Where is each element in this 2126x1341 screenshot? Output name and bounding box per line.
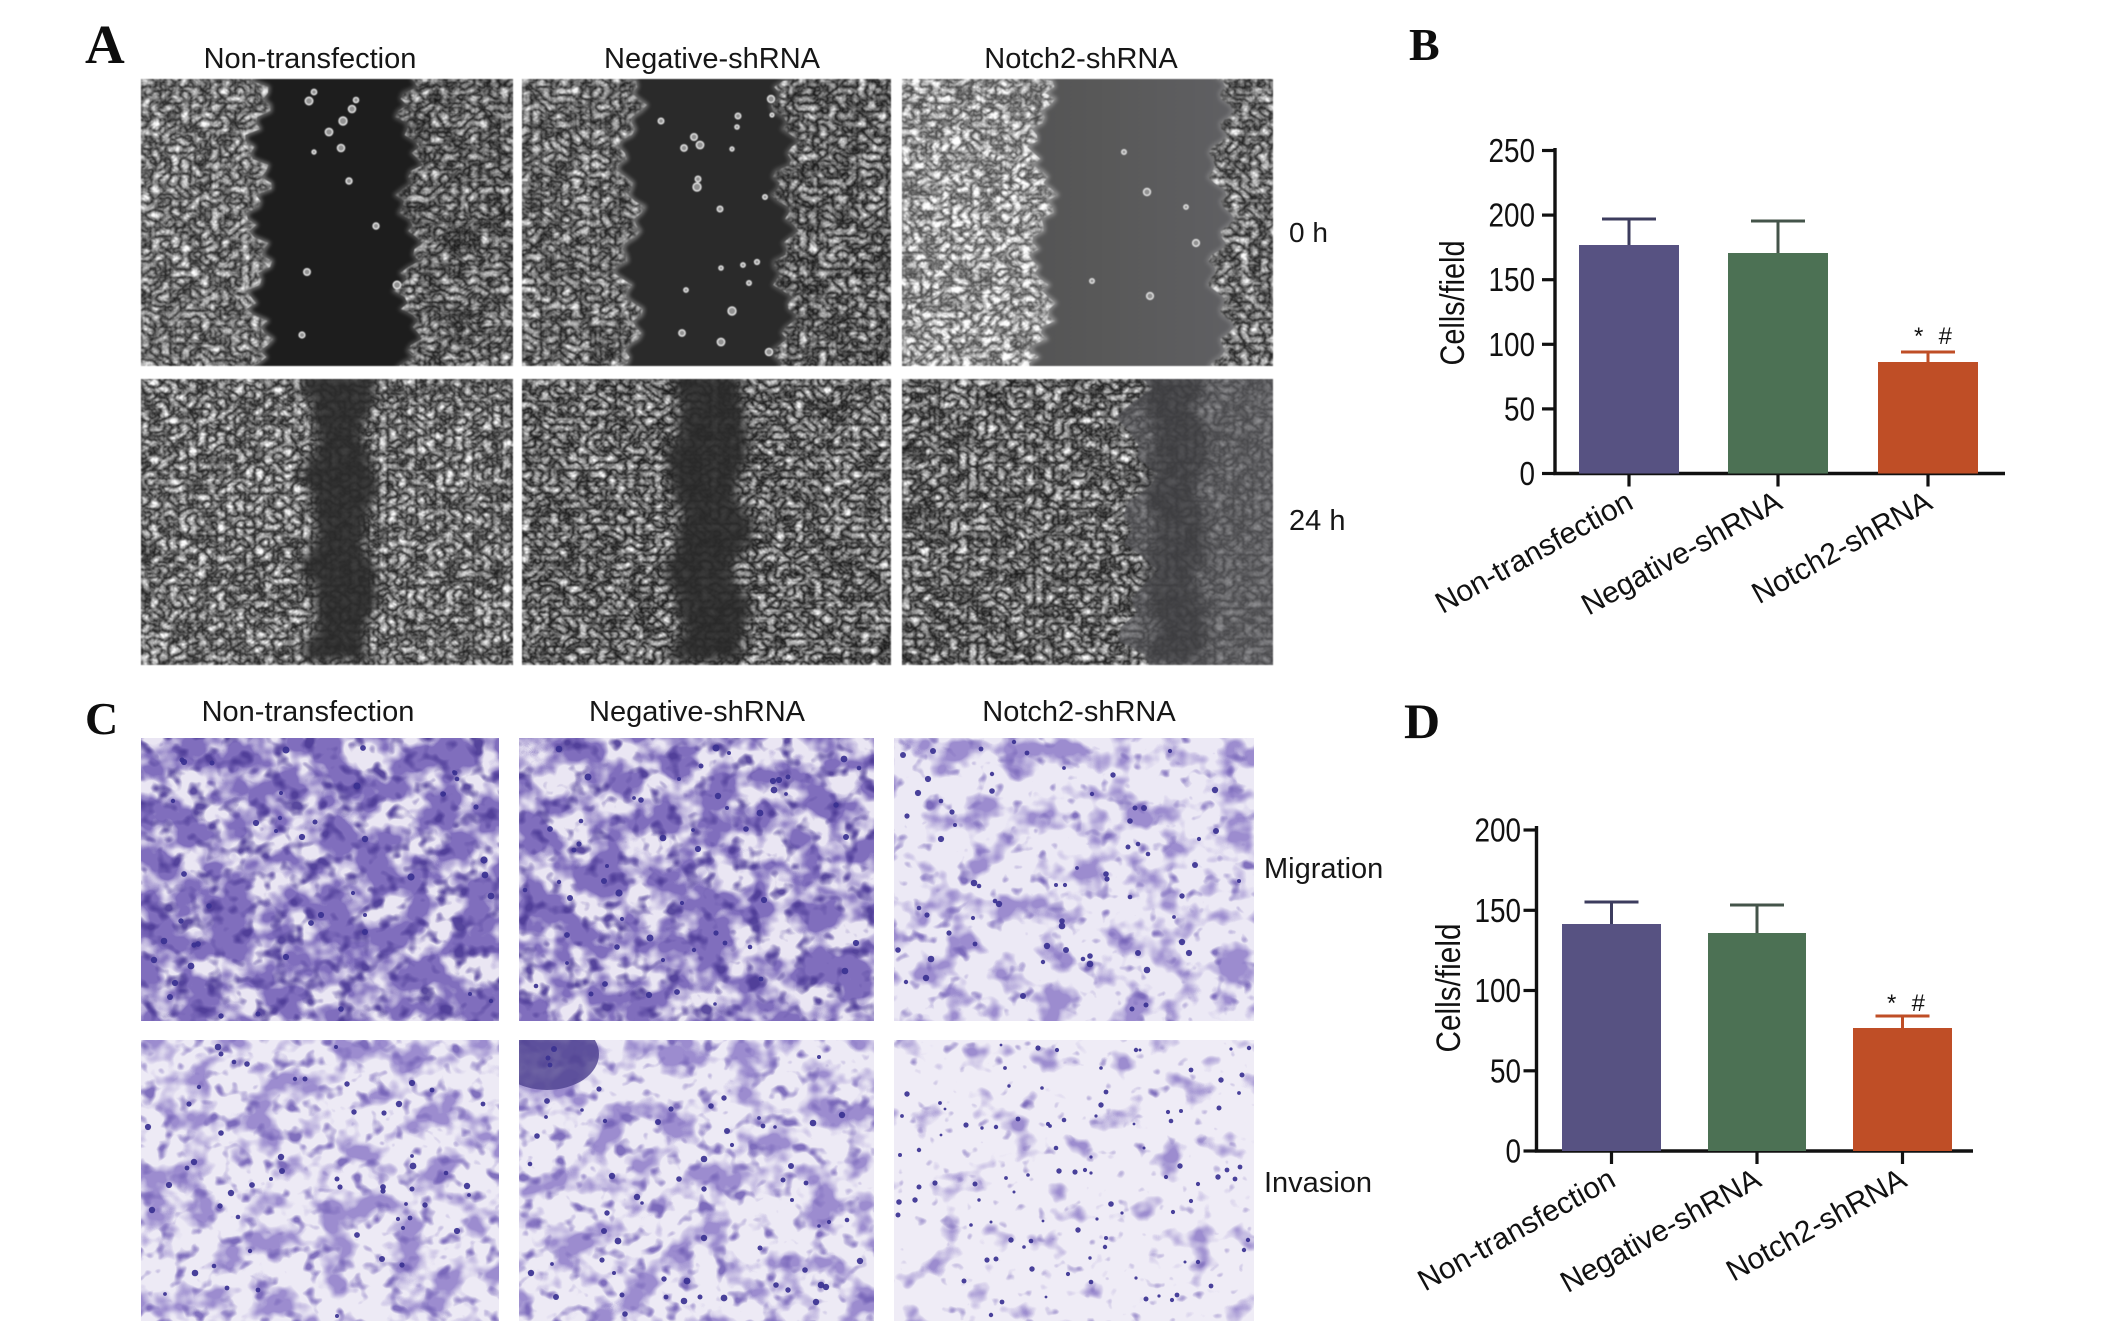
- svg-text:* #: * #: [1914, 323, 1953, 350]
- svg-text:100: 100: [1475, 972, 1522, 1009]
- svg-text:50: 50: [1504, 390, 1535, 427]
- svg-text:150: 150: [1475, 892, 1522, 929]
- svg-text:200: 200: [1489, 197, 1536, 234]
- svg-text:0: 0: [1520, 455, 1536, 492]
- svg-text:Cells/field: Cells/field: [1434, 241, 1472, 366]
- svg-text:100: 100: [1489, 326, 1536, 363]
- svg-text:Cells/field: Cells/field: [1430, 924, 1468, 1053]
- svg-text:50: 50: [1490, 1052, 1521, 1089]
- svg-text:200: 200: [1475, 812, 1522, 849]
- svg-text:250: 250: [1489, 132, 1536, 169]
- svg-text:0: 0: [1506, 1133, 1522, 1170]
- svg-text:150: 150: [1489, 261, 1536, 298]
- svg-text:* #: * #: [1887, 990, 1926, 1017]
